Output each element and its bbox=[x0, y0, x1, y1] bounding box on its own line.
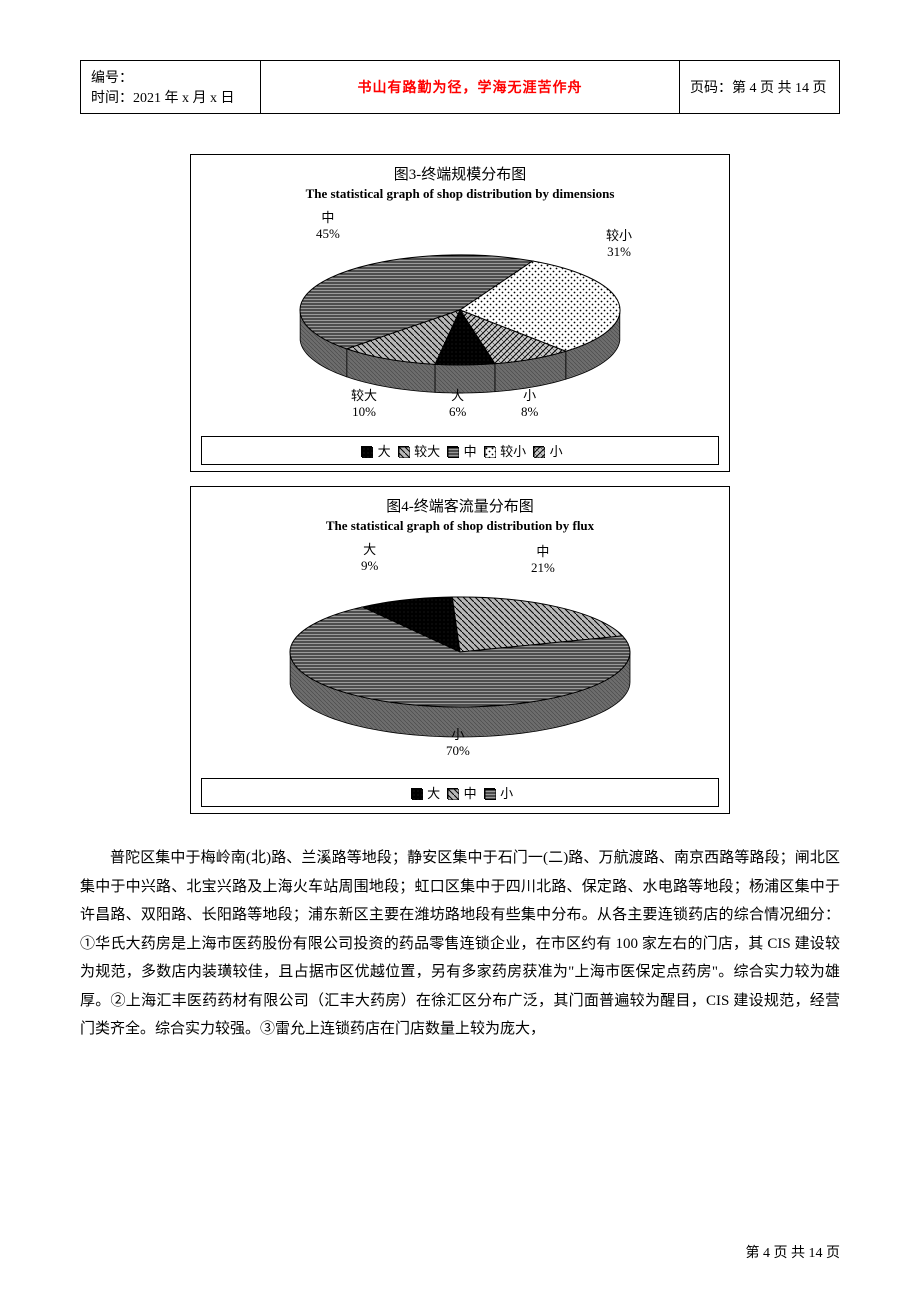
chart2-legend: 大 中 小 bbox=[201, 778, 719, 807]
page-code-label: 页码：第 4 页 共 14 页 bbox=[690, 81, 827, 96]
legend-label: 较小 bbox=[497, 444, 530, 459]
legend-swatch bbox=[447, 788, 458, 799]
pie-slice-label: 大9% bbox=[361, 542, 378, 573]
legend-swatch bbox=[484, 446, 495, 457]
legend-label: 大 bbox=[374, 444, 394, 459]
legend-swatch bbox=[447, 446, 458, 457]
chart2-title-en: The statistical graph of shop distributi… bbox=[201, 518, 719, 534]
pie-slice-label: 小8% bbox=[521, 388, 538, 419]
header-right-cell: 页码：第 4 页 共 14 页 bbox=[680, 61, 840, 114]
legend-label: 小 bbox=[497, 786, 513, 801]
legend-swatch bbox=[361, 446, 372, 457]
body-paragraph: 普陀区集中于梅岭南(北)路、兰溪路等地段；静安区集中于石门一(二)路、万航渡路、… bbox=[80, 844, 840, 1044]
pie-slice-label: 较小31% bbox=[606, 228, 632, 259]
legend-label: 中 bbox=[460, 444, 480, 459]
page-header: 编号： 时间：2021 年 x 月 x 日 书山有路勤为径，学海无涯苦作舟 页码… bbox=[80, 60, 840, 114]
legend-label: 中 bbox=[460, 786, 480, 801]
pie-slice-label: 大6% bbox=[449, 388, 466, 419]
legend-swatch bbox=[411, 788, 422, 799]
legend-swatch bbox=[398, 446, 409, 457]
chart1-legend: 大 较大 中 较小 小 bbox=[201, 436, 719, 465]
chart1-title-cn: 图3-终端规模分布图 bbox=[201, 163, 719, 184]
legend-swatch bbox=[533, 446, 544, 457]
serial-label: 编号： bbox=[91, 67, 250, 87]
pie-slice-label: 中21% bbox=[531, 544, 555, 575]
chart2-title-cn: 图4-终端客流量分布图 bbox=[201, 495, 719, 516]
chart1-pie-area: 中45% 较小31% 小8% 大6% 较大10% bbox=[201, 210, 719, 430]
legend-label: 小 bbox=[546, 444, 562, 459]
chart1-title-en: The statistical graph of shop distributi… bbox=[201, 186, 719, 202]
pie-slice-label: 中45% bbox=[316, 210, 340, 241]
header-motto: 书山有路勤为径，学海无涯苦作舟 bbox=[358, 81, 583, 96]
legend-label: 较大 bbox=[411, 444, 444, 459]
chart2-pie-area: 大9% 中21% 小70% bbox=[201, 542, 719, 772]
chart2-container: 图4-终端客流量分布图 The statistical graph of sho… bbox=[190, 486, 730, 814]
legend-swatch bbox=[484, 788, 495, 799]
chart1-container: 图3-终端规模分布图 The statistical graph of shop… bbox=[190, 154, 730, 472]
time-label: 时间：2021 年 x 月 x 日 bbox=[91, 87, 250, 107]
header-left-cell: 编号： 时间：2021 年 x 月 x 日 bbox=[81, 61, 261, 114]
page-footer: 第 4 页 共 14 页 bbox=[746, 1242, 841, 1262]
pie-slice-label: 较大10% bbox=[351, 388, 377, 419]
pie-slice-label: 小70% bbox=[446, 727, 470, 758]
header-center-cell: 书山有路勤为径，学海无涯苦作舟 bbox=[261, 61, 680, 114]
legend-label: 大 bbox=[424, 786, 444, 801]
